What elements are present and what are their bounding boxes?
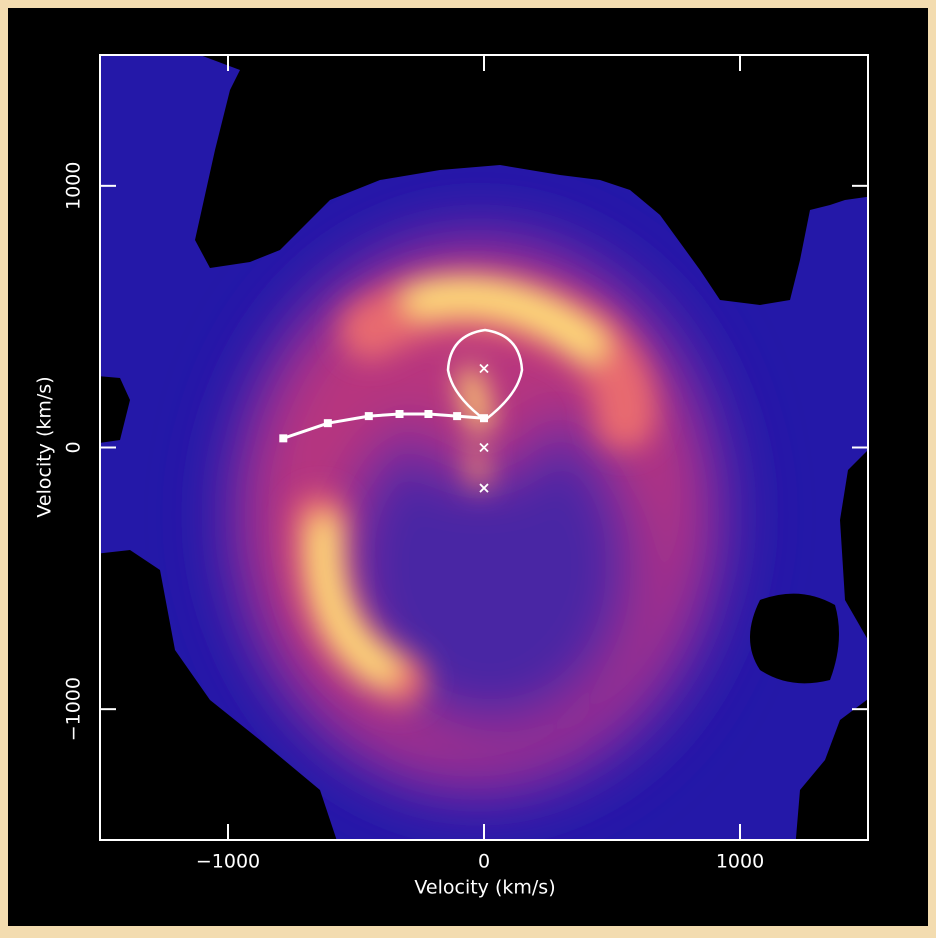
x-tick-label: 0 [478,851,490,873]
point [453,412,461,420]
y-tick-label: 1000 [63,162,85,210]
x-axis-label: Velocity (km/s) [414,877,555,899]
point [480,414,488,422]
point [365,412,373,420]
chart: Velocity (km/s) Velocity (km/s) −1000 0 10… [0,0,936,934]
point [279,434,287,442]
x-tick-label: −1000 [196,851,260,873]
y-axis-label: Velocity (km/s) [34,376,56,517]
point [424,410,432,418]
point [396,410,404,418]
x-tick-label: 1000 [716,851,764,873]
point [324,419,332,427]
y-tick-label: −1000 [63,677,85,741]
y-tick-label: 0 [63,441,85,453]
